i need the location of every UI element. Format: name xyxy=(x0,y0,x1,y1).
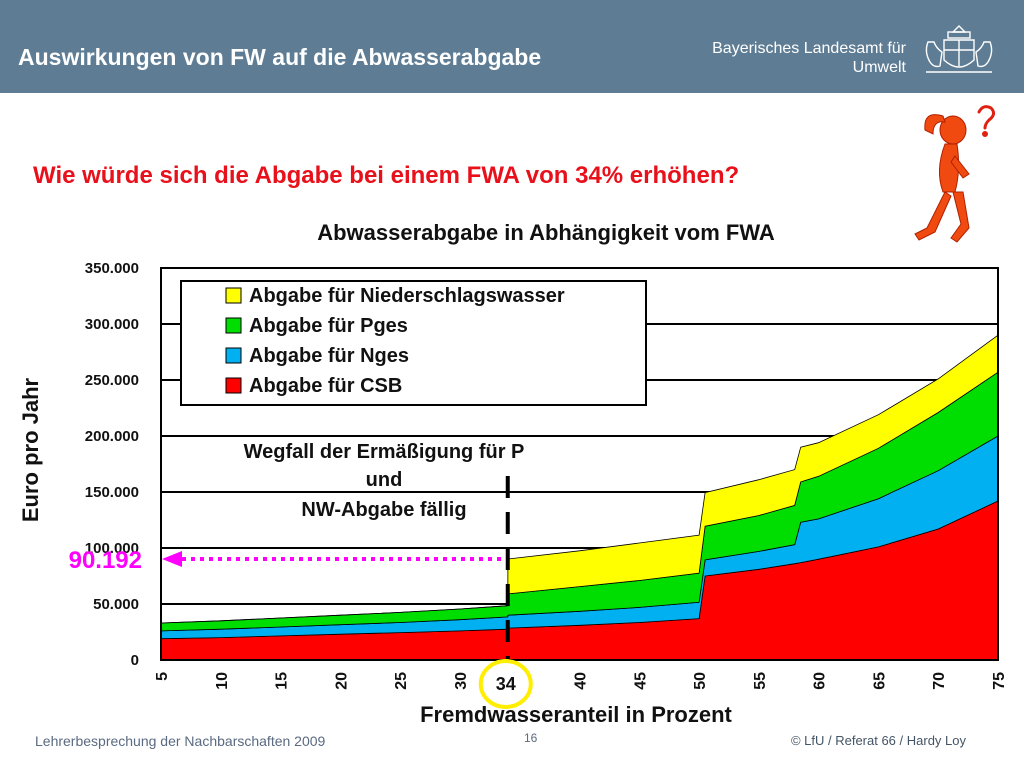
x-tick-label: 50 xyxy=(692,672,709,690)
header-bar: Auswirkungen von FW auf die Abwasserabga… xyxy=(0,0,1024,93)
y-tick-label: 300.000 xyxy=(85,316,139,333)
org-name-line1: Bayerisches Landesamt für xyxy=(712,40,906,57)
annotation-line2: und xyxy=(366,469,403,491)
marker-label: 34 xyxy=(496,674,516,694)
legend-box xyxy=(180,280,647,406)
marker-circle xyxy=(478,659,533,709)
x-tick-label: 25 xyxy=(393,672,410,690)
footer-event: Lehrerbesprechung der Nachbarschaften 20… xyxy=(35,733,326,749)
y-tick-label: 200.000 xyxy=(85,428,139,445)
x-tick-label: 15 xyxy=(274,672,291,690)
footer-copyright: © LfU / Referat 66 / Hardy Loy xyxy=(790,733,966,748)
x-tick-label: 55 xyxy=(752,672,769,690)
y-tick-labels: 0 50.000 100.000 150.000 200.000 250.000 300.0… xyxy=(85,260,139,669)
annotation-line1: Wegfall der Ermäßigung für P xyxy=(244,441,525,463)
y-tick-label: 0 xyxy=(131,652,139,669)
x-tick-label: 10 xyxy=(214,672,231,690)
legend-swatch xyxy=(225,377,242,394)
legend-swatch xyxy=(225,317,242,334)
x-tick-label: 70 xyxy=(931,672,948,690)
legend-swatch xyxy=(225,347,242,364)
x-tick-label: 5 xyxy=(154,672,171,681)
y-tick-label: 250.000 xyxy=(85,372,139,389)
y-axis-label: Euro pro Jahr xyxy=(18,377,43,522)
slide-title: Auswirkungen von FW auf die Abwasserabga… xyxy=(18,44,542,70)
value-arrowhead xyxy=(162,550,182,567)
x-tick-label: 65 xyxy=(871,672,888,690)
x-tick-label: 60 xyxy=(812,672,829,690)
org-name-line2: Umwelt xyxy=(852,59,906,76)
legend-label: Abgabe für Nges xyxy=(249,345,409,367)
y-tick-label: 350.000 xyxy=(85,260,139,277)
x-tick-label: 75 xyxy=(991,672,1008,690)
y-tick-label: 100.000 xyxy=(85,540,139,557)
legend-swatch xyxy=(225,287,242,304)
x-tick-label: 30 xyxy=(453,672,470,690)
chart-title: Abwasserabgabe in Abhängigkeit vom FWA xyxy=(317,220,775,245)
annotation-line3: NW-Abgabe fällig xyxy=(301,499,466,521)
x-tick-label: 40 xyxy=(573,672,590,690)
y-tick-label: 50.000 xyxy=(93,596,139,613)
legend: Abgabe für Niederschlagswasser Abgabe für… xyxy=(180,280,647,406)
legend-label: Abgabe für CSB xyxy=(249,375,402,397)
y-tick-label: 150.000 xyxy=(85,484,139,501)
page-number: 16 xyxy=(524,731,538,745)
confused-figure-icon xyxy=(914,105,996,243)
x-tick-label: 20 xyxy=(333,672,350,690)
x-axis-label: Fremdwasseranteil in Prozent xyxy=(420,702,732,727)
x-tick-labels: 5 10 15 20 25 30 40 45 50 55 60 65 70 75 xyxy=(154,672,1008,690)
x-tick-label: 45 xyxy=(632,672,649,690)
plot-frame xyxy=(160,267,999,661)
coat-of-arms-icon xyxy=(925,25,993,73)
value-label: 90.192 xyxy=(69,547,142,574)
question-text: Wie würde sich die Abgabe bei einem FWA … xyxy=(33,162,740,189)
legend-label: Abgabe für Pges xyxy=(249,315,408,337)
legend-label: Abgabe für Niederschlagswasser xyxy=(249,285,565,307)
